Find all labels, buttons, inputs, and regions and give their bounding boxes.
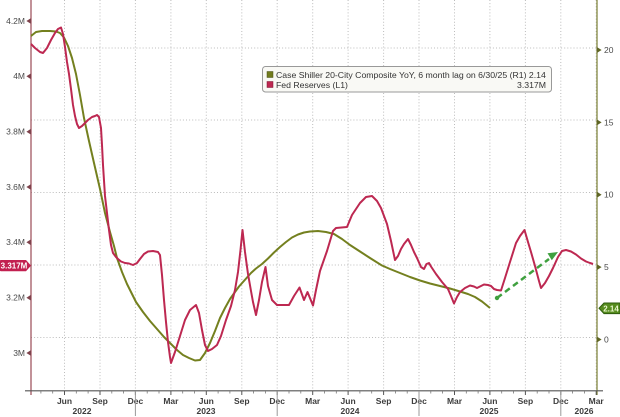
svg-text:2022: 2022: [73, 406, 92, 416]
svg-text:Jun: Jun: [199, 396, 214, 406]
svg-text:2024: 2024: [341, 406, 360, 416]
svg-text:2023: 2023: [197, 406, 216, 416]
svg-text:3.2M: 3.2M: [6, 293, 25, 303]
svg-text:5: 5: [604, 262, 609, 272]
svg-text:Case Shiller 20-City Composite: Case Shiller 20-City Composite YoY, 6 mo…: [276, 70, 546, 80]
svg-text:3.4M: 3.4M: [6, 237, 25, 247]
svg-text:3.317M: 3.317M: [1, 262, 28, 271]
svg-text:3.6M: 3.6M: [6, 182, 25, 192]
svg-text:Jun: Jun: [57, 396, 72, 406]
svg-text:15: 15: [604, 117, 614, 127]
svg-text:4.2M: 4.2M: [6, 16, 25, 26]
svg-text:Sep: Sep: [518, 396, 534, 406]
svg-text:Jun: Jun: [341, 396, 356, 406]
svg-text:0: 0: [604, 335, 609, 345]
svg-text:Mar: Mar: [447, 396, 463, 406]
svg-text:20: 20: [604, 45, 614, 55]
svg-text:Mar: Mar: [305, 396, 321, 406]
svg-text:Sep: Sep: [376, 396, 392, 406]
svg-text:Fed Reserves (L1): Fed Reserves (L1): [276, 80, 348, 90]
svg-text:Jun: Jun: [482, 396, 497, 406]
svg-text:3M: 3M: [13, 348, 25, 358]
svg-text:10: 10: [604, 190, 614, 200]
svg-text:Mar: Mar: [589, 396, 605, 406]
svg-text:2025: 2025: [480, 406, 499, 416]
svg-text:Sep: Sep: [92, 396, 108, 406]
svg-text:4M: 4M: [13, 71, 25, 81]
svg-text:2.14: 2.14: [603, 305, 619, 314]
svg-text:2026: 2026: [575, 406, 594, 416]
svg-text:3.317M: 3.317M: [517, 80, 546, 90]
svg-text:Mar: Mar: [163, 396, 179, 406]
svg-text:Sep: Sep: [234, 396, 250, 406]
svg-text:3.8M: 3.8M: [6, 127, 25, 137]
